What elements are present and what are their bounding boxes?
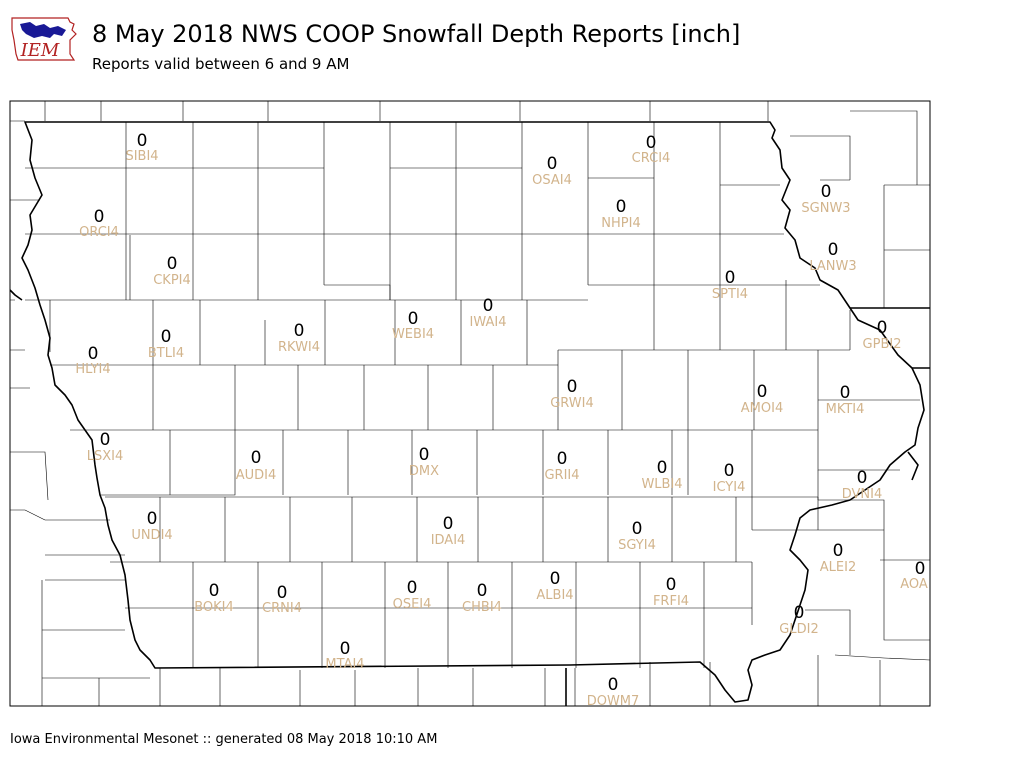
station-id: HLYI4 xyxy=(75,362,110,377)
county-lines xyxy=(25,122,920,668)
station-value: 0 xyxy=(477,581,488,601)
station-value: 0 xyxy=(167,254,178,274)
station-id: RKWI4 xyxy=(278,340,320,355)
station-id: GPBI2 xyxy=(863,337,902,352)
station-id: CRCI4 xyxy=(632,151,671,166)
station-value: 0 xyxy=(443,514,454,534)
state-boundaries xyxy=(9,121,930,706)
station-value: 0 xyxy=(666,575,677,595)
station-id: SIBI4 xyxy=(125,149,158,164)
station-id: FRFI4 xyxy=(653,594,689,609)
map-frame xyxy=(9,100,931,707)
footer-credit: Iowa Environmental Mesonet :: generated … xyxy=(10,732,438,747)
station-id: LANW3 xyxy=(809,259,856,274)
station-value: 0 xyxy=(277,583,288,603)
station-id: BOKI4 xyxy=(194,600,234,615)
station-id: NHPI4 xyxy=(601,216,640,231)
station-value: 0 xyxy=(567,377,578,397)
station-value: 0 xyxy=(840,383,851,403)
station-value: 0 xyxy=(419,445,430,465)
station-value: 0 xyxy=(161,327,172,347)
station-value: 0 xyxy=(209,581,220,601)
station-value: 0 xyxy=(915,559,926,579)
station-value: 0 xyxy=(557,449,568,469)
station-value: 0 xyxy=(857,468,868,488)
logo-text: IEM xyxy=(20,40,60,61)
station-value: 0 xyxy=(547,154,558,174)
station-id: IDAI4 xyxy=(431,533,466,548)
station-value: 0 xyxy=(294,321,305,341)
iem-logo: IEM xyxy=(11,17,77,61)
station-id: MKTI4 xyxy=(826,402,865,417)
station-value: 0 xyxy=(657,458,668,478)
station-id: SGNW3 xyxy=(801,201,850,216)
station-value: 0 xyxy=(408,309,419,329)
station-id: AUDI4 xyxy=(236,468,277,483)
station-value: 0 xyxy=(100,430,111,450)
station-id: AOA xyxy=(900,577,928,592)
station-id: OSEI4 xyxy=(393,597,432,612)
station-layer: 0 SIBI4 0 CRCI4 0 OSAI4 0 SGNW3 0 NHPI4 … xyxy=(75,131,928,709)
station-id: SGYI4 xyxy=(618,538,656,553)
station-value: 0 xyxy=(340,639,351,659)
station-value: 0 xyxy=(616,197,627,217)
station-value: 0 xyxy=(632,519,643,539)
station-id: OSAI4 xyxy=(532,173,572,188)
station-value: 0 xyxy=(608,675,619,695)
station-id: CRNI4 xyxy=(262,601,302,616)
station-id: WEBI4 xyxy=(392,327,434,342)
station-id: ICYI4 xyxy=(713,480,746,495)
station-value: 0 xyxy=(877,318,888,338)
station-value: 0 xyxy=(724,461,735,481)
station-value: 0 xyxy=(88,344,99,364)
station-value: 0 xyxy=(725,268,736,288)
station-id: GLDI2 xyxy=(779,622,818,637)
station-value: 0 xyxy=(757,382,768,402)
station-value: 0 xyxy=(646,133,657,153)
station-value: 0 xyxy=(821,182,832,202)
station-value: 0 xyxy=(828,240,839,260)
station-id: MTAI4 xyxy=(325,657,364,672)
station-id: CHBI4 xyxy=(462,600,502,615)
station-value: 0 xyxy=(483,296,494,316)
station-value: 0 xyxy=(147,509,158,529)
station-id: LSXI4 xyxy=(87,449,124,464)
station-id: BTLI4 xyxy=(148,346,184,361)
station-id: DVNI4 xyxy=(842,487,883,502)
station-id: ORCI4 xyxy=(79,225,119,240)
station-value: 0 xyxy=(251,448,262,468)
iowa-state-icon xyxy=(20,22,66,38)
station-value: 0 xyxy=(550,569,561,589)
station-value: 0 xyxy=(794,603,805,623)
station-id: AMOI4 xyxy=(741,401,783,416)
station-value: 0 xyxy=(94,207,105,227)
neighbor-boundaries xyxy=(10,101,931,706)
station-id: GRWI4 xyxy=(550,396,594,411)
station-id: DMX xyxy=(409,464,439,479)
station-value: 0 xyxy=(833,541,844,561)
station-id: CKPI4 xyxy=(153,273,191,288)
station-value: 0 xyxy=(407,578,418,598)
station-id: GRII4 xyxy=(544,468,579,483)
station-id: SPTI4 xyxy=(712,287,748,302)
station-id: UNDI4 xyxy=(131,528,172,543)
station-id: ALEI2 xyxy=(820,560,856,575)
station-id: ALBI4 xyxy=(536,588,573,603)
map-title: 8 May 2018 NWS COOP Snowfall Depth Repor… xyxy=(92,20,741,48)
station-id: IWAI4 xyxy=(470,315,507,330)
station-id: DOWM7 xyxy=(587,694,640,709)
station-value: 0 xyxy=(137,131,148,151)
station-id: WLBI4 xyxy=(641,477,682,492)
map-subtitle: Reports valid between 6 and 9 AM xyxy=(92,55,350,73)
